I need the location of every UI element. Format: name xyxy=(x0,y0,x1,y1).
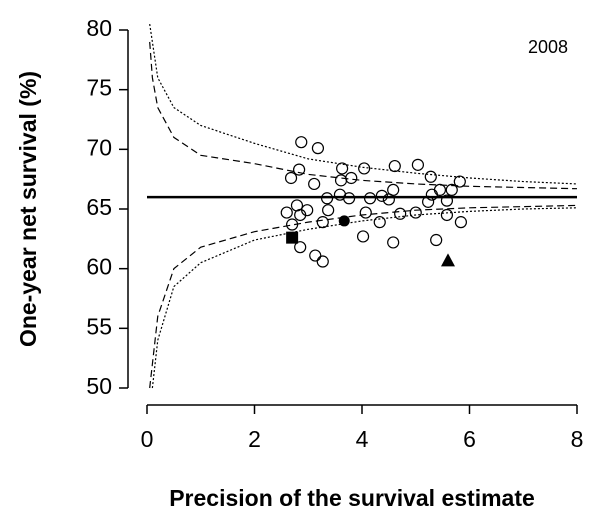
point xyxy=(375,189,388,202)
point xyxy=(388,159,401,173)
point xyxy=(316,216,329,229)
point xyxy=(409,206,422,219)
point xyxy=(359,206,372,219)
point xyxy=(284,171,298,185)
chart-title: 2008 xyxy=(528,37,568,57)
point xyxy=(453,175,466,188)
point xyxy=(433,183,447,197)
y-tick-label: 70 xyxy=(86,134,112,160)
point xyxy=(322,204,335,217)
x-tick-label: 8 xyxy=(571,426,584,452)
x-tick-label: 2 xyxy=(248,426,261,452)
point xyxy=(387,236,400,249)
y-tick-label: 60 xyxy=(86,254,112,280)
point xyxy=(336,162,349,175)
point xyxy=(424,170,437,183)
point xyxy=(411,158,424,171)
x-tick-label: 6 xyxy=(463,426,476,452)
y-tick-label: 55 xyxy=(86,313,112,339)
point xyxy=(425,188,438,201)
y-tick-label: 50 xyxy=(86,373,112,399)
point xyxy=(445,183,458,197)
point xyxy=(293,163,306,176)
y-tick-label: 65 xyxy=(86,194,112,220)
point xyxy=(334,174,348,187)
point xyxy=(373,216,386,229)
point xyxy=(286,218,299,231)
control-limit xyxy=(149,41,578,190)
point xyxy=(363,192,377,205)
point xyxy=(440,208,454,222)
point xyxy=(309,249,322,262)
y-axis-title: One-year net survival (%) xyxy=(15,71,41,347)
point xyxy=(316,255,329,268)
control-limit xyxy=(149,23,578,185)
point xyxy=(440,194,454,207)
point xyxy=(430,233,443,247)
point xyxy=(308,177,321,191)
point xyxy=(311,142,325,155)
point xyxy=(280,206,293,219)
point xyxy=(343,192,356,205)
point xyxy=(320,192,334,205)
point xyxy=(294,241,307,254)
point xyxy=(286,231,299,244)
x-tick-label: 4 xyxy=(356,426,369,452)
x-axis-title: Precision of the survival estimate xyxy=(169,485,535,511)
control-limit xyxy=(151,207,578,389)
point xyxy=(454,216,467,229)
control-limit xyxy=(149,204,578,389)
point xyxy=(295,136,308,149)
point xyxy=(358,162,371,175)
point xyxy=(422,195,435,208)
point xyxy=(345,171,358,185)
point xyxy=(294,208,307,222)
point xyxy=(394,207,407,220)
point xyxy=(441,253,455,267)
x-tick-label: 0 xyxy=(141,426,154,452)
point xyxy=(382,193,395,206)
y-tick-label: 75 xyxy=(86,75,112,101)
point xyxy=(356,230,370,243)
y-tick-label: 80 xyxy=(86,15,112,41)
point xyxy=(338,215,350,227)
